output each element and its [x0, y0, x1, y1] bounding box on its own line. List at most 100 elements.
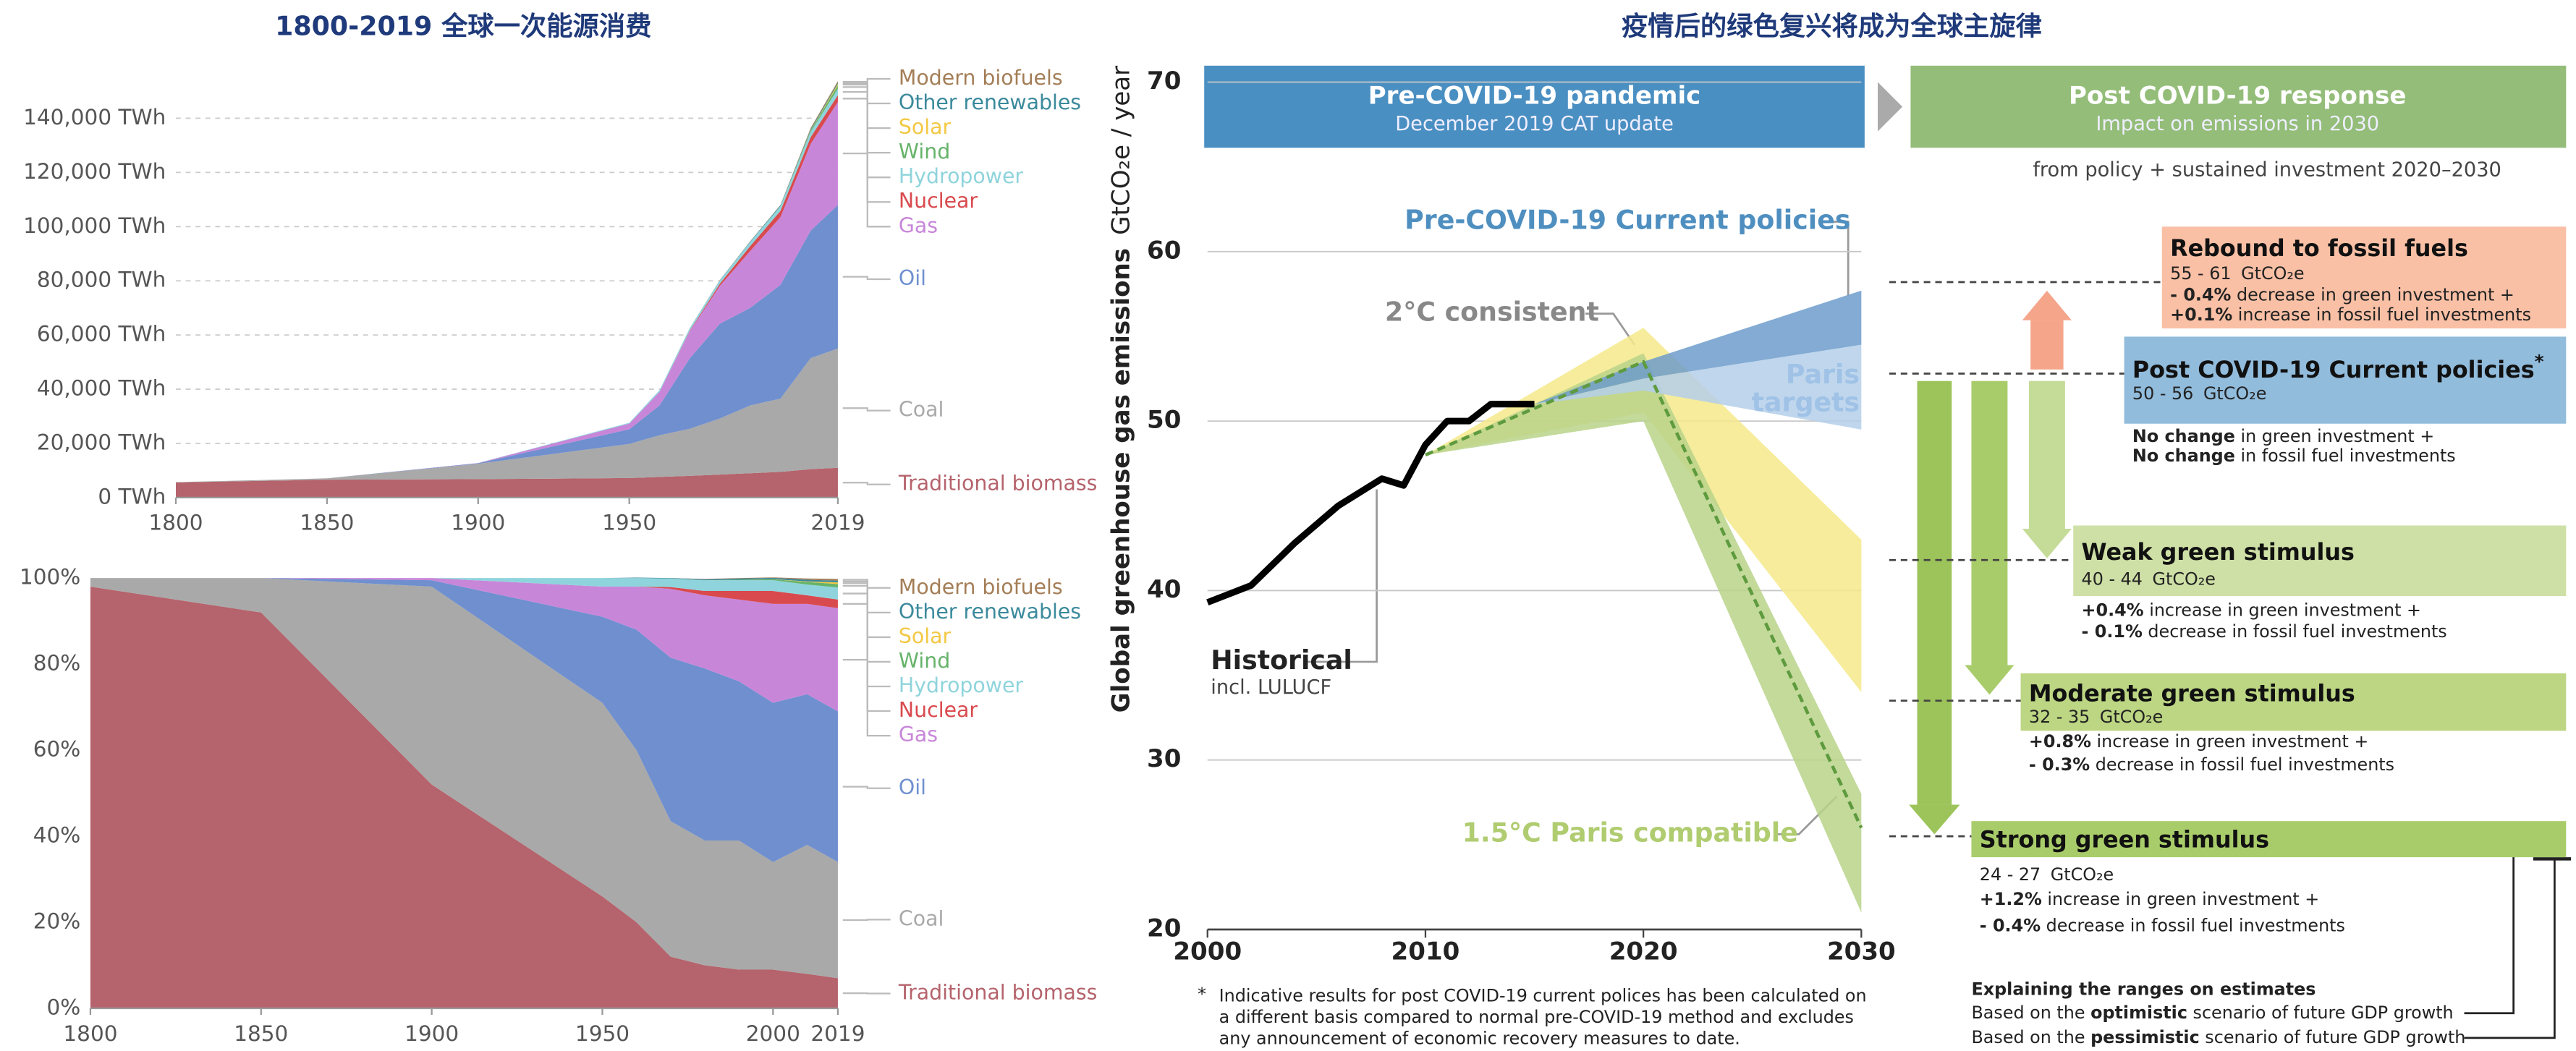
arrow	[2022, 290, 2072, 320]
x-tick-label: 2019	[810, 1021, 865, 1046]
legend-leader	[842, 83, 891, 129]
legend-part: Based on the	[1971, 1002, 2090, 1022]
scenario-title: Rebound to fossil fuels	[2170, 236, 2468, 262]
detail-part: in fossil fuel investments	[2235, 446, 2456, 466]
scenario-title: Weak green stimulus	[2082, 540, 2355, 566]
x-tick-label: 1900	[404, 1021, 459, 1046]
legend-label: Traditional biomass	[898, 981, 1097, 1005]
legend-label: Coal	[899, 906, 944, 930]
x-tick-label: 2000	[1173, 937, 1242, 966]
area	[90, 577, 838, 583]
area	[90, 578, 838, 600]
arrow	[1909, 804, 1960, 835]
scenario-detail: - 0.4% decrease in fossil fuel investmen…	[1980, 915, 2345, 935]
scenario-name: Moderate green stimulus	[2029, 681, 2355, 707]
scenario-range: 50 - 56 GtCO₂e	[2132, 383, 2266, 403]
scenario-detail: No change in fossil fuel investments	[2132, 446, 2456, 466]
y-tick-label: 100,000 TWh	[23, 213, 166, 238]
legend-label: Hydropower	[899, 673, 1023, 697]
range-value: 50 - 56	[2132, 383, 2193, 403]
scenario-box	[2020, 673, 2567, 731]
x-tick-label: 1950	[575, 1021, 630, 1046]
legend-label: Traditional biomass	[898, 472, 1097, 495]
x-tick-label: 2019	[810, 511, 865, 535]
legend-label: Oil	[899, 775, 926, 799]
range-line	[2464, 824, 2515, 1015]
header-subtitle: Impact on emissions in 2030	[2096, 113, 2379, 135]
y-axis-label: Global greenhouse gas emissions GtCO₂e / …	[1106, 66, 1135, 712]
y-tick-label: 30	[1147, 744, 1181, 773]
right-title: 疫情后的绿色复兴将成为全球主旋律	[1622, 11, 2042, 42]
scenario-name: Post COVID-19 Current policies	[2132, 357, 2535, 383]
y-tick-label: 60,000 TWh	[37, 322, 166, 346]
left-title: 1800-2019 全球一次能源消费	[275, 11, 651, 42]
detail-part: No change	[2132, 446, 2235, 466]
detail-part: +0.1%	[2170, 304, 2232, 324]
legend-label: Nuclear	[899, 698, 978, 722]
legend-leader	[842, 919, 891, 922]
scenario-detail: - 0.3% decrease in fossil fuel investmen…	[2029, 754, 2394, 774]
y-tick-label: 70	[1147, 67, 1181, 95]
area	[90, 578, 838, 979]
area	[175, 205, 838, 482]
legend-part: pessimistic	[2090, 1026, 2200, 1047]
legend-label: Coal	[899, 398, 944, 422]
scenario-name: Rebound to fossil fuels	[2170, 236, 2468, 262]
arrow	[2030, 320, 2064, 370]
range-value: 40 - 44	[2082, 569, 2143, 589]
header-subtitle: December 2019 CAT update	[1395, 113, 1674, 135]
legend-part: Based on the	[1971, 1026, 2090, 1047]
scenario-range: 40 - 44 GtCO₂e	[2082, 569, 2216, 589]
y-tick-label: 50	[1147, 406, 1181, 435]
legend-leader	[842, 579, 891, 589]
scenario-detail: +0.8% increase in green investment +	[2029, 731, 2368, 752]
detail-part: decrease in fossil fuel investments	[2041, 915, 2345, 935]
detail-part: decrease in green investment +	[2231, 284, 2514, 305]
scenario-note: *	[2535, 352, 2544, 373]
x-tick-label: 1900	[451, 511, 505, 535]
range-legend-line: Based on the pessimistic scenario of fut…	[1971, 1026, 2465, 1047]
chevron	[1878, 82, 1903, 132]
y-tick-label: 60%	[33, 737, 81, 762]
band-label: 1.5°C Paris compatible	[1462, 817, 1798, 848]
scenario-range: 24 - 27 GtCO₂e	[1980, 864, 2114, 885]
detail-part: increase in green investment +	[2091, 731, 2368, 752]
x-tick-label: 1850	[300, 511, 354, 535]
range-unit: GtCO₂e	[2100, 707, 2163, 727]
y-tick-label: 20	[1147, 914, 1181, 943]
detail-part: decrease in fossil fuel investments	[2090, 754, 2394, 774]
scenario-detail: - 0.1% decrease in fossil fuel investmen…	[2082, 621, 2447, 642]
range-legend-line: Based on the optimistic scenario of futu…	[1971, 1002, 2453, 1022]
range-unit: GtCO₂e	[2203, 383, 2266, 403]
range-band	[1425, 353, 1862, 913]
band-label: Pre-COVID-19 Current policies	[1404, 204, 1850, 235]
range-band	[1534, 290, 1862, 404]
x-tick-label: 2020	[1609, 937, 1678, 966]
detail-part: - 0.4%	[1980, 915, 2041, 935]
legend-label: Solar	[899, 624, 952, 648]
arrow	[2022, 529, 2072, 558]
series-label: Historical	[1211, 644, 1352, 676]
legend-label: Gas	[899, 213, 938, 237]
range-unit: GtCO₂e	[2153, 569, 2216, 589]
legend-leader	[842, 482, 891, 485]
legend-label: Gas	[899, 723, 938, 746]
scenario-title: Post COVID-19 Current policies*	[2132, 352, 2544, 383]
area	[90, 578, 838, 862]
band-label: targets	[1752, 386, 1860, 417]
range-line	[2464, 859, 2556, 1039]
range-unit: GtCO₂e	[2241, 263, 2304, 284]
legend-leader	[842, 580, 891, 613]
legend-label: Nuclear	[899, 189, 978, 213]
y-tick-label: 20%	[33, 909, 81, 934]
legend-part: scenario of future GDP growth	[2187, 1002, 2454, 1022]
series-note: incl. LULUCF	[1211, 676, 1331, 699]
scenario-box	[2073, 525, 2567, 597]
detail-part: increase in green investment +	[2144, 600, 2421, 620]
legend-label: Wind	[899, 140, 950, 163]
legend-label: Other renewables	[899, 600, 1081, 624]
arrow	[2028, 380, 2065, 529]
detail-part: - 0.4%	[2170, 284, 2231, 305]
header-box	[1910, 65, 2567, 148]
